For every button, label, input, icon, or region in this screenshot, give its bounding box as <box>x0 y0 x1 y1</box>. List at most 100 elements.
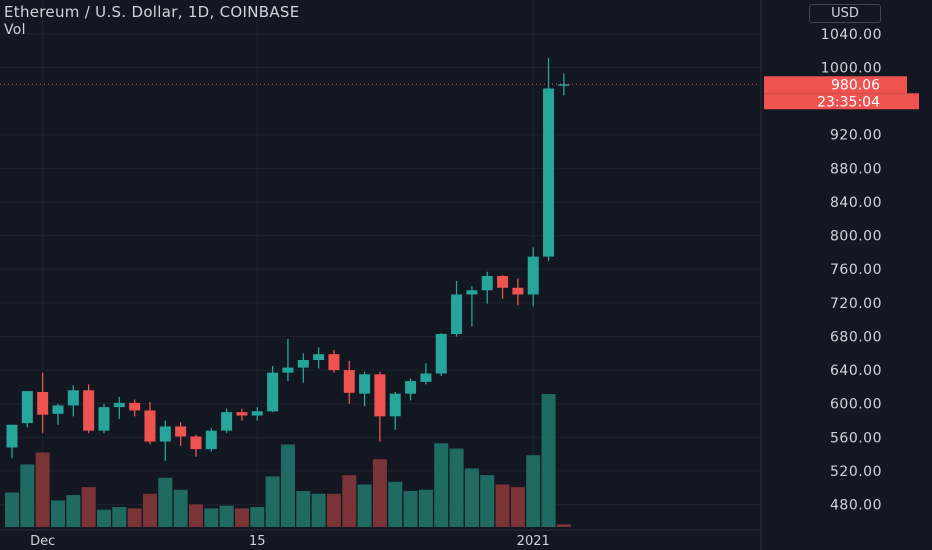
currency-button[interactable]: USD <box>809 4 881 23</box>
candle <box>405 378 417 401</box>
candle-body <box>405 381 417 394</box>
volume-bar <box>5 492 19 527</box>
candle <box>37 372 49 434</box>
candle-body <box>83 390 95 431</box>
candle-body <box>190 436 202 450</box>
volume-bar <box>219 505 234 527</box>
volume-bar <box>480 475 495 527</box>
y-tick-label: 680.00 <box>830 329 882 345</box>
volume-bar <box>357 484 372 527</box>
candle-body <box>52 405 64 414</box>
candle <box>313 347 325 369</box>
candle-body <box>67 390 79 406</box>
candle-body <box>343 370 355 393</box>
candle <box>451 281 463 337</box>
candle-body <box>21 391 33 424</box>
candle <box>129 399 141 417</box>
candle-series <box>6 58 570 461</box>
candle-body <box>359 374 371 394</box>
candle-body <box>236 412 248 416</box>
candle <box>251 407 263 421</box>
volume-bar <box>556 524 571 527</box>
candle <box>236 408 248 421</box>
candle-body <box>481 275 493 291</box>
y-tick-label: 1000.00 <box>821 61 882 77</box>
candle-body <box>251 411 263 416</box>
candle <box>190 434 202 457</box>
volume-bar <box>280 444 295 527</box>
y-tick-label: 640.00 <box>830 363 882 379</box>
volume-bar <box>464 468 479 527</box>
candle <box>98 403 110 434</box>
candle <box>6 424 18 459</box>
candle <box>267 365 279 413</box>
volume-bar <box>250 507 265 527</box>
volume-bar <box>20 464 35 527</box>
candle-body <box>113 402 125 408</box>
volume-bar <box>35 452 50 527</box>
volume-bar <box>326 493 341 527</box>
candle <box>481 271 493 304</box>
countdown-tag-bg <box>764 93 919 110</box>
candle <box>113 397 125 419</box>
volume-label: Vol <box>4 22 26 38</box>
candle <box>374 371 386 442</box>
volume-bar <box>66 495 81 527</box>
volume-bar <box>265 476 280 527</box>
candle <box>205 428 217 452</box>
price-axis: 1040.00 1000.00 920.00 880.00 840.00 800.00 76… <box>821 27 882 514</box>
y-tick-label: 840.00 <box>830 195 882 211</box>
candle <box>558 73 570 96</box>
candle <box>328 349 340 373</box>
volume-bar <box>495 484 510 527</box>
candle-body <box>159 426 171 442</box>
candle <box>466 286 478 327</box>
y-tick-label: 880.00 <box>830 161 882 177</box>
volume-bar <box>142 493 157 527</box>
y-tick-label: 600.00 <box>830 397 882 413</box>
candle-body <box>558 84 570 86</box>
candle-body <box>297 360 309 368</box>
chart-legend: Ethereum / U.S. Dollar, 1D, COINBASE Vol <box>4 3 300 39</box>
candle <box>497 275 509 299</box>
candle <box>144 402 156 445</box>
candle <box>67 385 79 417</box>
candle <box>527 247 539 307</box>
last-price-value: 980.06 <box>831 77 880 93</box>
volume-bar <box>510 487 525 527</box>
candle-body <box>144 410 156 442</box>
candle <box>83 384 95 434</box>
volume-bar <box>127 508 142 527</box>
candle <box>543 58 555 261</box>
volume-bar <box>296 491 311 527</box>
volume-series <box>5 394 571 527</box>
candle <box>389 391 401 430</box>
candle <box>175 422 187 446</box>
volume-bar <box>342 475 357 527</box>
candle-body <box>129 402 141 411</box>
candle <box>435 333 447 377</box>
volume-bar <box>541 394 556 527</box>
candle <box>21 391 33 428</box>
candle-body <box>37 391 49 415</box>
volume-bar <box>388 481 403 527</box>
candle-body <box>543 88 555 257</box>
candle-body <box>328 354 340 371</box>
y-tick-label: 480.00 <box>830 498 882 514</box>
countdown-value: 23:35:04 <box>817 94 880 110</box>
y-tick-label: 920.00 <box>830 128 882 144</box>
volume-bar <box>234 508 249 527</box>
time-axis: Dec 15 2021 <box>30 534 550 549</box>
candle <box>159 420 171 461</box>
volume-bar <box>403 491 418 527</box>
candle-body <box>98 407 110 431</box>
volume-bar <box>372 459 387 527</box>
y-tick-label: 800.00 <box>830 229 882 245</box>
y-tick-label: 1040.00 <box>821 27 882 43</box>
volume-bar <box>204 508 219 527</box>
candle-body <box>267 372 279 412</box>
y-tick-label: 520.00 <box>830 464 882 480</box>
candle-body <box>313 354 325 361</box>
